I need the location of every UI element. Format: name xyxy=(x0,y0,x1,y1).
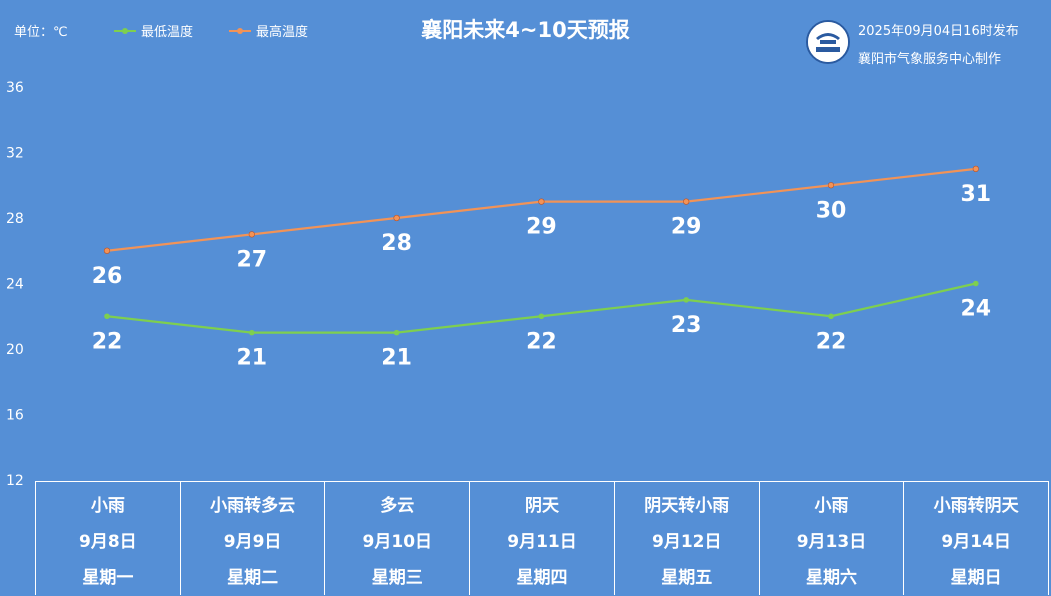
forecast-day-column: 多云 9月10日星期三 xyxy=(325,482,471,595)
data-label: 26 xyxy=(92,264,123,289)
forecast-weekday: 星期一 xyxy=(82,568,134,588)
data-label: 29 xyxy=(526,215,557,240)
data-point[interactable] xyxy=(393,214,400,222)
forecast-date: 9月10日 xyxy=(362,532,433,552)
data-point[interactable] xyxy=(249,329,255,336)
data-point[interactable] xyxy=(103,247,111,254)
legend-max-swatch xyxy=(229,27,251,34)
forecast-weekday: 星期五 xyxy=(661,568,713,588)
legend-min-label: 最低温度 xyxy=(141,25,194,40)
data-point[interactable] xyxy=(683,297,689,303)
publisher-org: 襄阳市气象服务中心制作 xyxy=(858,52,1002,67)
forecast-weekday: 星期六 xyxy=(805,568,857,588)
data-label: 31 xyxy=(960,182,991,207)
data-point[interactable] xyxy=(393,329,400,336)
data-label: 23 xyxy=(671,313,702,338)
forecast-weather: 小雨转阴天 xyxy=(933,496,1019,516)
y-tick-label: 16 xyxy=(6,408,24,424)
data-label: 28 xyxy=(381,231,412,256)
forecast-date: 9月11日 xyxy=(507,532,577,552)
data-label: 24 xyxy=(960,297,991,322)
y-tick-label: 12 xyxy=(6,473,24,489)
data-point[interactable] xyxy=(827,182,835,189)
forecast-day-column: 小雨转阴天 9月14日星期日 xyxy=(904,482,1050,595)
y-tick-label: 20 xyxy=(6,342,24,358)
legend-item-min: 最低温度 xyxy=(114,21,193,40)
forecast-day-column: 阴天转小雨 9月12日星期五 xyxy=(615,482,760,595)
data-label: 30 xyxy=(816,198,847,223)
forecast-weekday: 星期日 xyxy=(950,568,1002,588)
forecast-weather: 小雨 xyxy=(90,496,125,516)
y-tick-label: 28 xyxy=(6,211,24,227)
forecast-date: 9月12日 xyxy=(651,532,722,552)
forecast-day-column: 小雨 9月8日星期一 xyxy=(36,482,181,595)
data-point[interactable] xyxy=(538,313,545,320)
data-point[interactable] xyxy=(248,231,255,238)
forecast-weekday: 星期三 xyxy=(371,568,423,588)
legend-min-swatch xyxy=(114,27,136,34)
forecast-day-column: 阴天 9月11日星期四 xyxy=(470,482,615,595)
y-tick-label: 32 xyxy=(6,146,24,162)
data-label: 21 xyxy=(236,346,267,371)
data-point[interactable] xyxy=(104,313,110,320)
data-label: 29 xyxy=(671,215,702,240)
publish-time: 2025年09月04日16时发布 xyxy=(858,24,1019,39)
data-point[interactable] xyxy=(972,165,979,172)
forecast-weather: 多云 xyxy=(380,496,415,516)
forecast-weather: 阴天 xyxy=(525,496,560,516)
forecast-weather: 阴天转小雨 xyxy=(644,496,730,516)
forecast-date: 9月13日 xyxy=(796,532,867,552)
forecast-table: 小雨 9月8日星期一 小雨转多云 9月9日星期二 多云 9月10日星期三 阴天 9月11日星期… xyxy=(35,481,1050,595)
forecast-date: 9月14日 xyxy=(941,532,1011,552)
y-tick-label: 24 xyxy=(6,277,24,293)
legend-max-label: 最高温度 xyxy=(256,25,309,40)
data-point[interactable] xyxy=(973,280,979,287)
forecast-day-column: 小雨 9月13日星期六 xyxy=(760,482,905,595)
data-label: 21 xyxy=(381,346,412,371)
data-label: 27 xyxy=(236,247,267,272)
data-label: 22 xyxy=(526,329,557,354)
data-point[interactable] xyxy=(683,198,690,205)
forecast-date: 9月8日 xyxy=(79,532,137,552)
forecast-day-column: 小雨转多云 9月9日星期二 xyxy=(181,482,326,595)
meteorology-logo xyxy=(806,20,850,64)
unit-label: 单位：℃ xyxy=(14,25,68,40)
forecast-weather: 小雨 xyxy=(814,496,849,516)
data-label: 22 xyxy=(816,329,847,354)
y-tick-label: 36 xyxy=(6,80,24,96)
legend-item-max: 最高温度 xyxy=(229,21,308,40)
forecast-date: 9月9日 xyxy=(223,532,282,552)
data-label: 22 xyxy=(92,329,123,354)
data-point[interactable] xyxy=(828,313,834,320)
forecast-weekday: 星期二 xyxy=(227,568,279,588)
forecast-weather: 小雨转多云 xyxy=(210,496,296,516)
series-line-min xyxy=(106,282,977,334)
chart-title: 襄阳未来4~10天预报 xyxy=(421,18,630,42)
data-point[interactable] xyxy=(538,198,545,205)
forecast-weekday: 星期四 xyxy=(516,568,568,588)
